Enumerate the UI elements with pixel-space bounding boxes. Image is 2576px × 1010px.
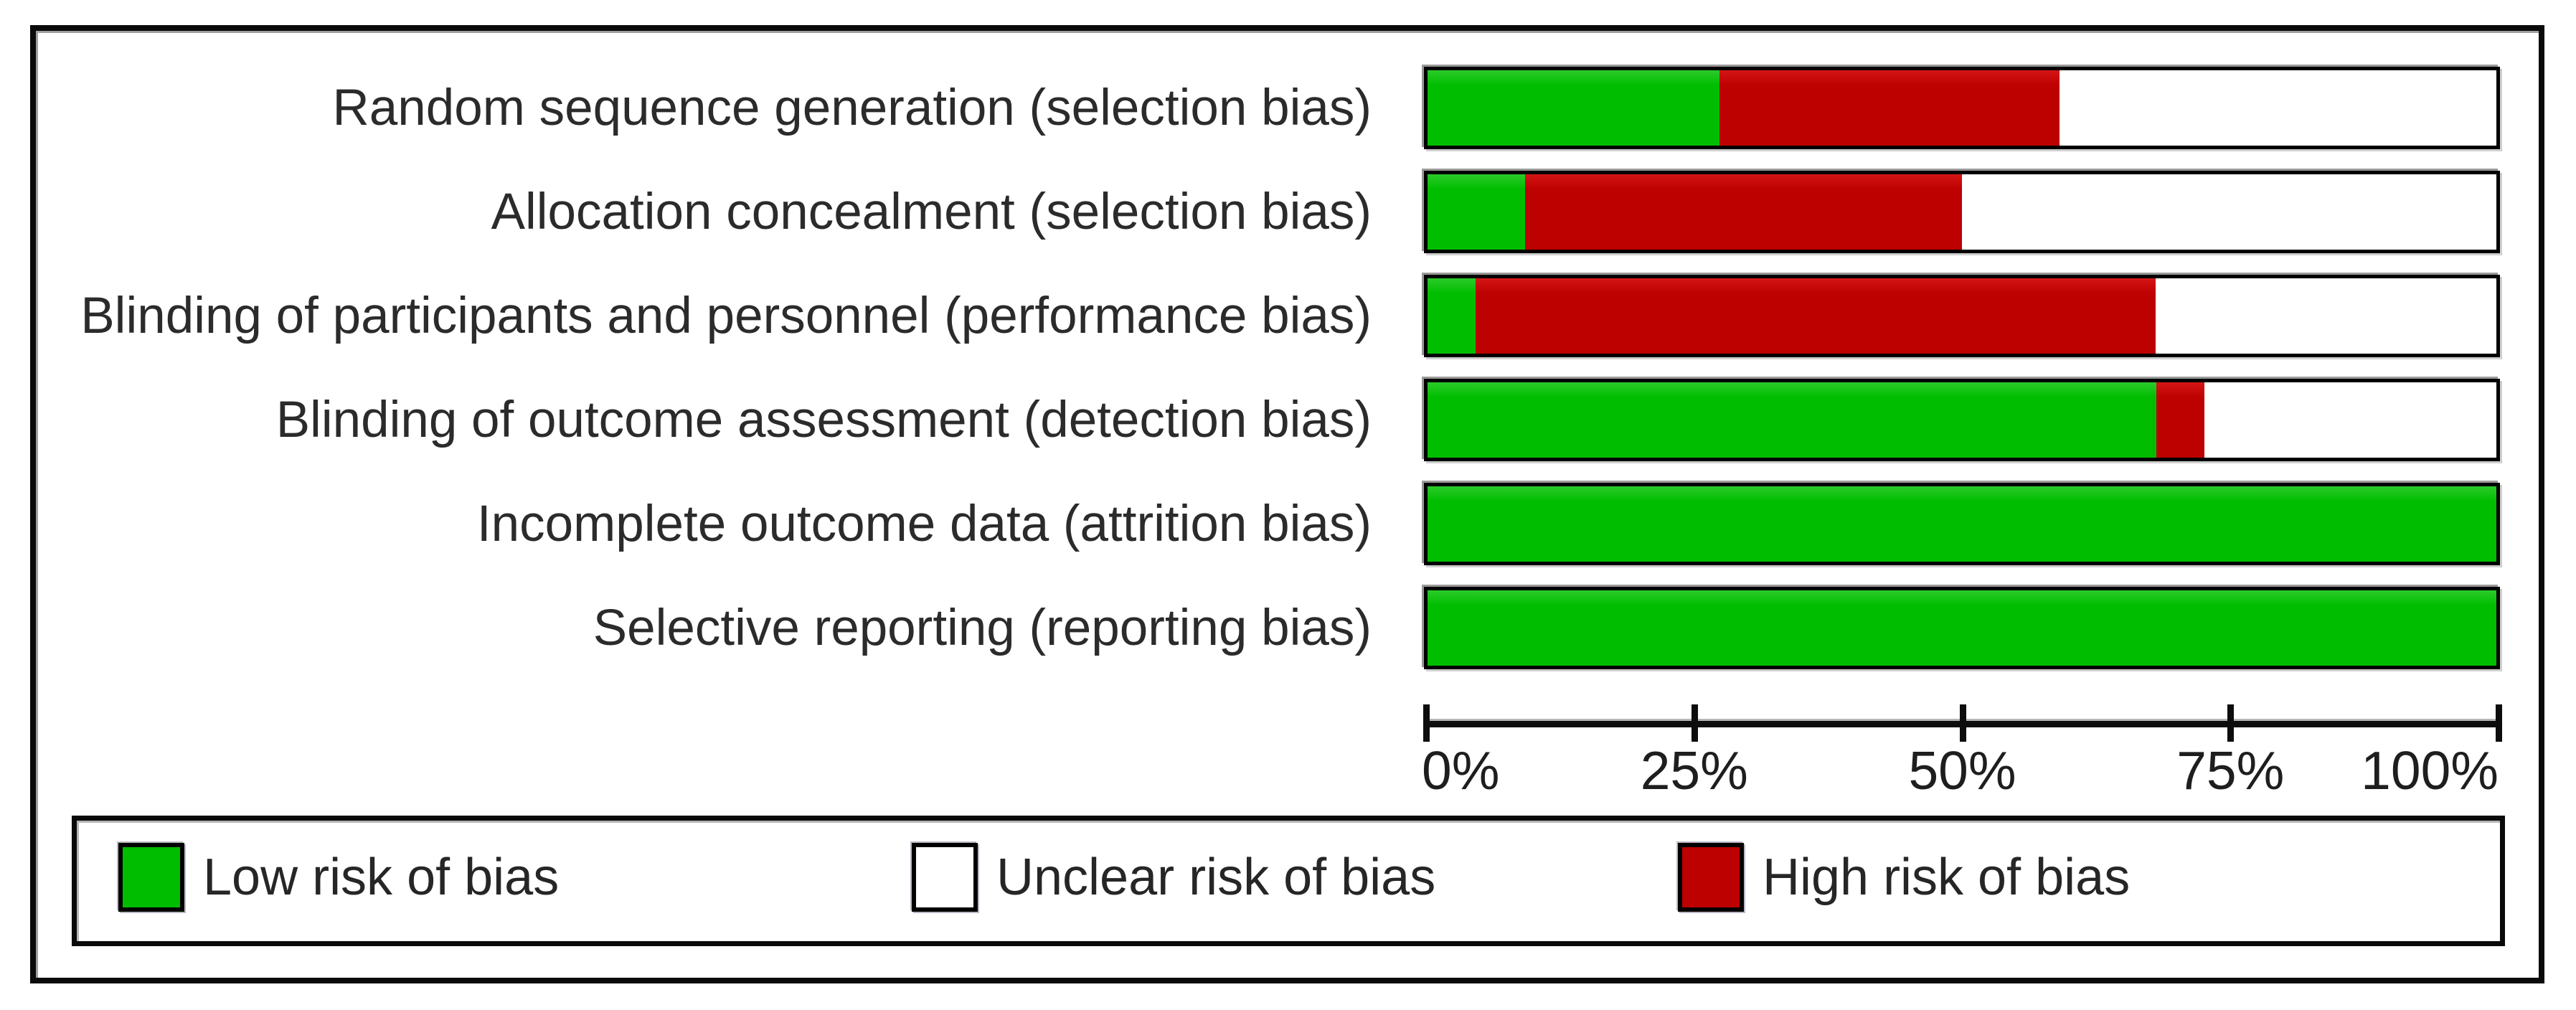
category-label: Incomplete outcome data (attrition bias) (476, 496, 1372, 552)
bar-segment-low-risk (1428, 590, 2496, 666)
category-label: Random sequence generation (selection bi… (332, 80, 1372, 136)
x-axis-tick (1959, 704, 1966, 742)
x-axis-tick (1423, 704, 1430, 742)
bar-segment-unclear-risk (1961, 174, 2496, 250)
bar-segment-low-risk (1428, 382, 2157, 458)
bar-segment-unclear-risk (2155, 278, 2496, 354)
x-axis-tick-label: 50% (1908, 740, 2016, 801)
x-axis-tick (2496, 704, 2502, 742)
bar-segment-low-risk (1428, 486, 2496, 562)
stacked-bar (1424, 275, 2500, 357)
legend-item-unclear-risk: Unclear risk of bias (912, 842, 1435, 912)
x-axis-tick-label: 25% (1640, 740, 1748, 801)
stacked-bar (1424, 483, 2500, 565)
legend-label: Low risk of bias (203, 849, 560, 906)
category-label: Blinding of outcome assessment (detectio… (275, 392, 1372, 448)
category-label: Allocation concealment (selection bias) (491, 184, 1372, 240)
stacked-bar (1424, 379, 2500, 461)
legend-swatch-unclear-risk (912, 843, 978, 912)
x-axis-tick-label: 100% (2361, 740, 2499, 801)
x-axis-tick-label: 75% (2176, 740, 2285, 801)
legend-box: Low risk of bias Unclear risk of bias High… (72, 816, 2505, 946)
bar-segment-low-risk (1428, 70, 1719, 146)
category-label: Selective reporting (reporting bias) (593, 600, 1372, 656)
bar-segment-high-risk (1719, 70, 2060, 146)
legend-item-low-risk: Low risk of bias (118, 842, 559, 912)
legend-item-high-risk: High risk of bias (1678, 842, 2130, 912)
bar-segment-low-risk (1428, 174, 1525, 250)
stacked-bar (1424, 67, 2500, 149)
bar-segment-unclear-risk (2059, 70, 2496, 146)
stacked-bar (1424, 171, 2500, 253)
bar-segment-low-risk (1428, 278, 1476, 354)
legend-label: High risk of bias (1763, 849, 2131, 906)
x-axis-tick (2227, 704, 2235, 742)
legend-swatch-high-risk (1678, 843, 1744, 912)
category-label: Blinding of participants and personnel (… (80, 288, 1372, 344)
x-axis-tick (1691, 704, 1698, 742)
x-axis-tick-label: 0% (1422, 740, 1500, 801)
stacked-bar (1424, 587, 2500, 669)
bar-segment-high-risk (2156, 382, 2205, 458)
bar-segment-high-risk (1476, 278, 2156, 354)
bar-segment-high-risk (1524, 174, 1962, 250)
bar-segment-unclear-risk (2204, 382, 2496, 458)
legend-swatch-low-risk (118, 843, 184, 912)
legend-label: Unclear risk of bias (996, 849, 1436, 906)
